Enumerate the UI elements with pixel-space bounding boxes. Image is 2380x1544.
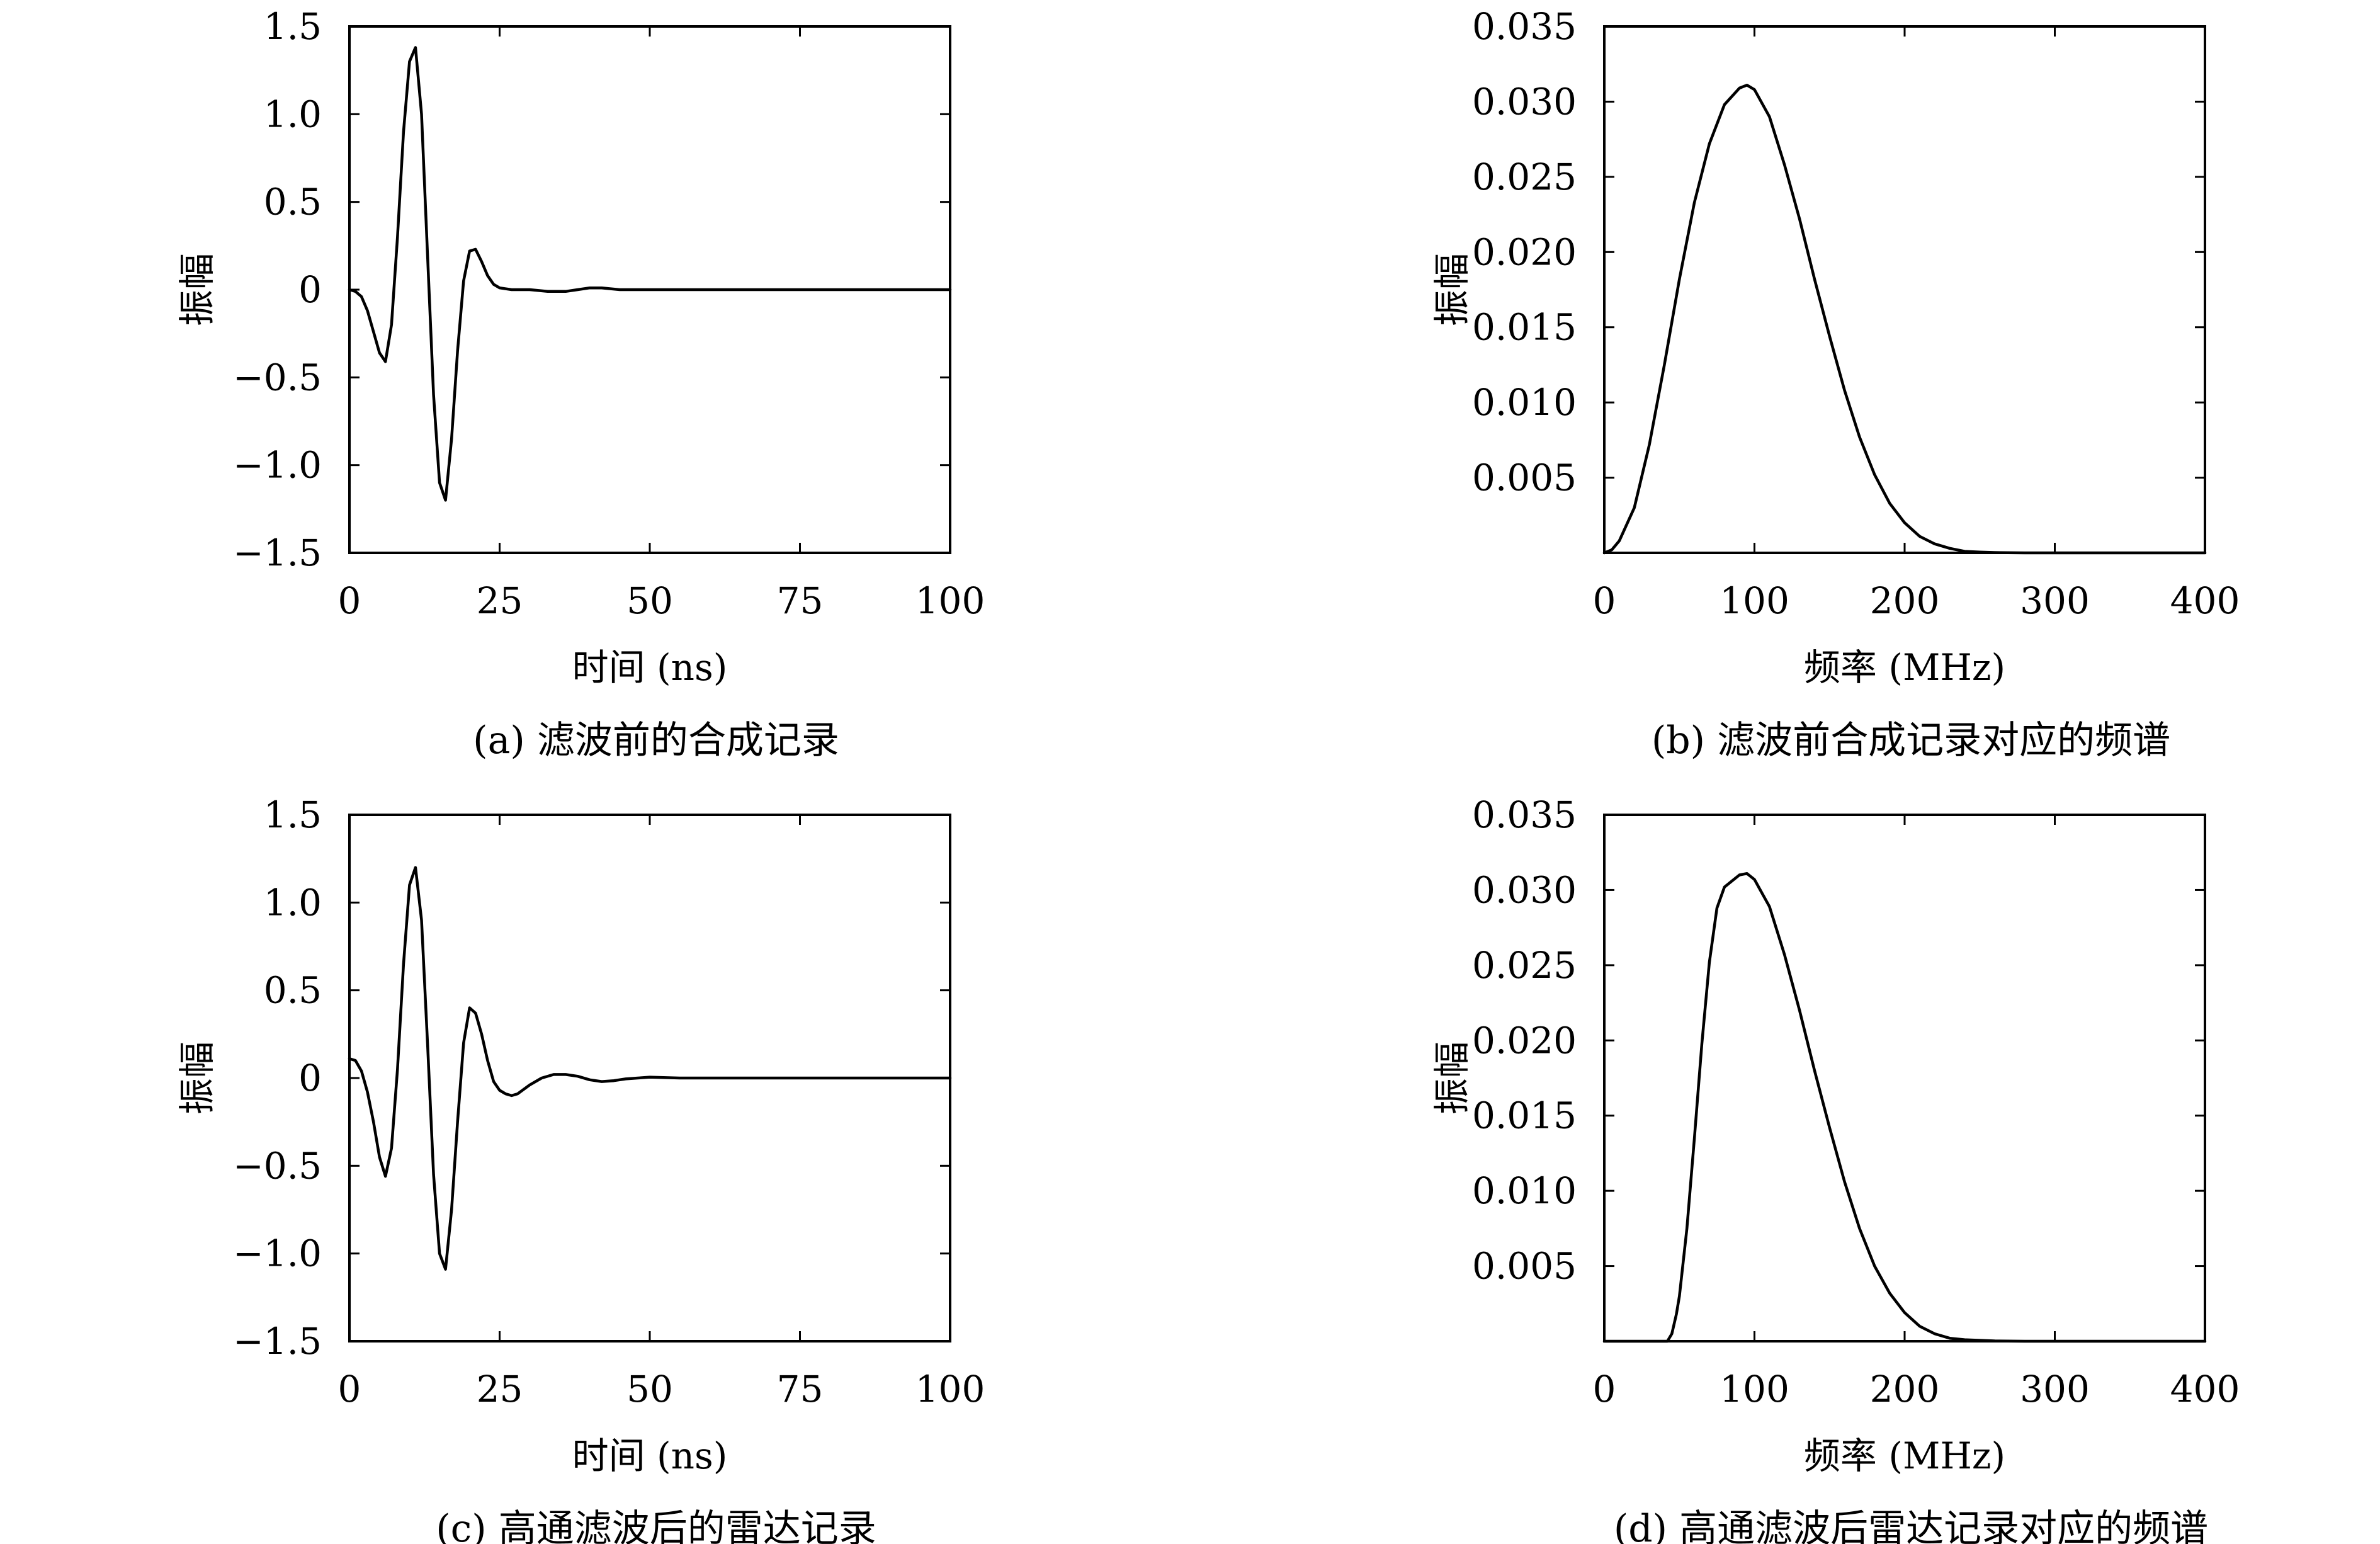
plot-frame [1603,25,2206,554]
x-tick-label: 200 [1870,579,1940,622]
y-tick-label: 0.020 [1472,230,1577,273]
y-tick-label: 0.025 [1472,944,1577,987]
x-axis-title: 时间 (ns) [572,1434,728,1477]
y-tick-label: 1.5 [264,793,322,836]
y-tick-label: 0.5 [264,181,322,224]
panel-caption: (b) 滤波前合成记录对应的频谱 [1652,718,2170,763]
chart-panel-a: 0 25 50 75 100 1.5 1.0 0.5 0 −0.5 −1.0 −1.5 时间 (ns) 振… [176,5,985,763]
y-tick-label: −1.0 [233,1232,322,1275]
x-tick-label: 75 [777,1368,824,1411]
x-tick-label: 200 [1870,1368,1940,1411]
x-tick-label: 300 [2020,1368,2090,1411]
y-tick-label: 0.030 [1472,868,1577,911]
x-tick-label: 50 [626,1368,673,1411]
x-tick-label: 0 [1593,579,1616,622]
x-axis-title: 频率 (MHz) [1804,646,2005,689]
series-line-c-0 [348,866,952,1271]
y-axis-title: 振幅 [176,1042,218,1115]
chart-panel-d: 0 100 200 300 400 0.035 0.030 0.025 0.020 0.015 0.… [1431,793,2240,1544]
x-tick-label: 0 [338,1368,361,1411]
series-line-b-0 [1602,83,2207,555]
y-tick-label: 0.5 [264,969,322,1012]
y-axis-title: 振幅 [176,253,218,326]
x-axis-title: 频率 (MHz) [1804,1434,2005,1477]
x-tick-label: 100 [1720,1368,1789,1411]
panel-caption: (a) 滤波前的合成记录 [473,718,839,763]
chart-panel-b: 0 100 200 300 400 0.035 0.030 0.025 0.020 0.015 0.… [1431,5,2240,763]
x-tick-label: 100 [915,1368,985,1411]
y-tick-label: 0.025 [1472,156,1577,198]
y-tick-label: 0 [298,268,322,311]
x-tick-label: 100 [1720,579,1789,622]
x-tick-label: 100 [915,579,985,622]
y-tick-label: 0.035 [1472,5,1577,48]
series-line-d-0 [1602,871,2207,1343]
y-tick-label: 0.010 [1472,381,1577,424]
x-tick-label: 25 [477,1368,523,1411]
y-tick-label: −0.5 [233,1144,322,1187]
x-tick-label: 75 [777,579,824,622]
y-tick-label: 0.015 [1472,306,1577,349]
panel-caption: (d) 高通滤波后雷达记录对应的频谱 [1614,1507,2208,1544]
y-tick-label: 0.010 [1472,1169,1577,1212]
x-tick-label: 300 [2020,579,2090,622]
y-tick-label: 0.020 [1472,1019,1577,1062]
y-tick-label: 0 [298,1057,322,1099]
y-tick-label: 0.005 [1472,1245,1577,1288]
x-tick-label: 50 [626,579,673,622]
y-tick-label: −1.5 [233,531,322,574]
y-tick-label: 0.035 [1472,793,1577,836]
y-tick-label: 0.005 [1472,457,1577,499]
x-tick-label: 0 [338,579,361,622]
y-axis-title: 振幅 [1431,1042,1473,1115]
plot-frame [1603,814,2206,1342]
y-axis-title: 振幅 [1431,253,1473,326]
y-tick-label: −1.0 [233,444,322,487]
y-tick-label: 1.5 [264,5,322,48]
x-tick-label: 25 [477,579,523,622]
y-tick-label: 0.030 [1472,80,1577,123]
y-tick-label: 1.0 [264,93,322,135]
y-tick-label: −0.5 [233,356,322,399]
chart-panel-c: 0 25 50 75 100 1.5 1.0 0.5 0 −0.5 −1.0 −1.5 时间 (ns) 振… [176,793,985,1544]
y-tick-label: −1.5 [233,1320,322,1363]
y-tick-label: 1.0 [264,881,322,924]
series-line-a-0 [348,46,952,502]
panel-caption: (c) 高通滤波后的雷达记录 [436,1507,876,1544]
x-tick-label: 400 [2170,1368,2240,1411]
x-tick-label: 0 [1593,1368,1616,1411]
y-tick-label: 0.015 [1472,1094,1577,1137]
x-tick-label: 400 [2170,579,2240,622]
x-axis-title: 时间 (ns) [572,646,728,689]
